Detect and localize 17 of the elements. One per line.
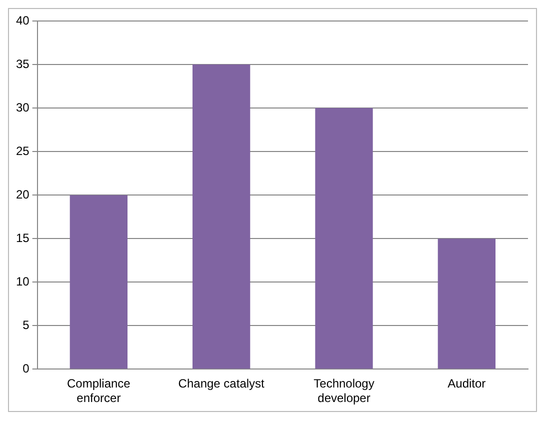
bar	[192, 64, 250, 369]
y-tick-label: 0	[22, 362, 30, 376]
y-tick-label: 10	[16, 274, 30, 288]
y-tick-label: 40	[16, 13, 30, 28]
y-tick-label: 15	[16, 230, 30, 245]
y-tick-label: 35	[16, 56, 30, 71]
x-tick-label: Compliance enforcer	[66, 376, 131, 406]
bar	[438, 238, 496, 369]
y-tick-label: 5	[22, 318, 30, 332]
x-tick-label: Technology developer	[314, 376, 374, 406]
y-tick-label: 30	[16, 100, 30, 114]
bar	[70, 195, 128, 369]
y-tick-label: 25	[16, 144, 30, 158]
x-tick-label: Auditor	[448, 376, 486, 391]
y-tick-label: 20	[16, 187, 30, 202]
bar	[315, 108, 373, 369]
x-tick-label: Change catalyst	[178, 376, 266, 391]
